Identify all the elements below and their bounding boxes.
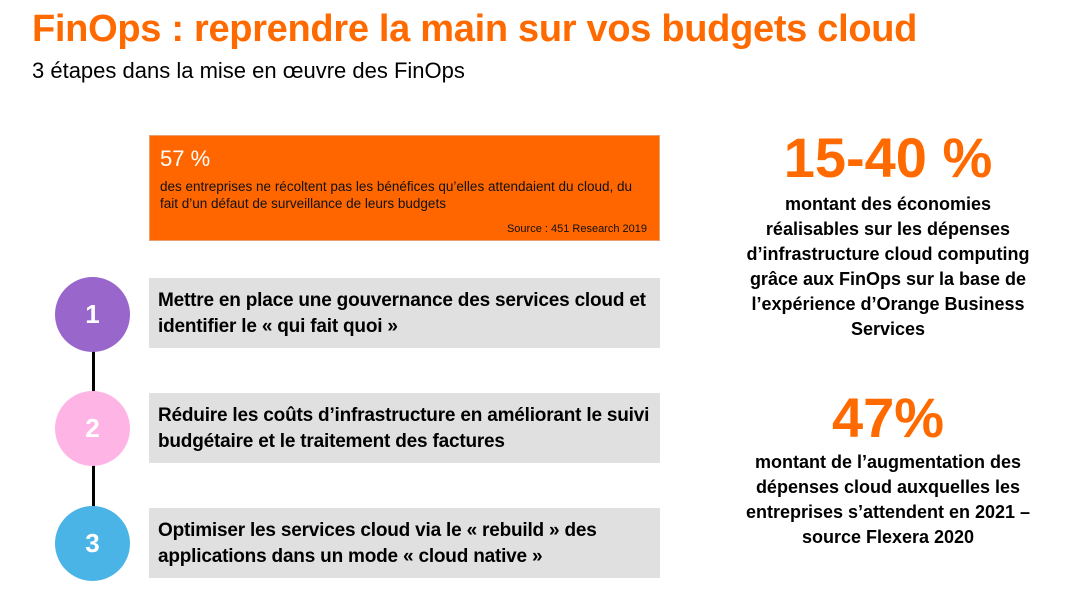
highlight-value: 57 % (160, 146, 211, 171)
step-number-circle: 1 (55, 277, 130, 352)
timeline-connector (92, 455, 95, 515)
highlight-description: des entreprises ne récoltent pas les bén… (160, 179, 633, 211)
slide-subtitle: 3 étapes dans la mise en œuvre des FinOp… (32, 58, 465, 83)
step-box: Mettre en place une gouvernance des serv… (149, 278, 660, 348)
highlight-box: 57 % des entreprises ne récoltent pas le… (149, 135, 660, 241)
step-number-circle: 3 (55, 506, 130, 581)
stat-block: 47% montant de l’augmentation des dépens… (740, 388, 1036, 550)
step-box: Optimiser les services cloud via le « re… (149, 508, 660, 578)
slide-title: FinOps : reprendre la main sur vos budge… (32, 8, 918, 50)
timeline-connector (92, 340, 95, 400)
step-box: Réduire les coûts d’infrastructure en am… (149, 393, 660, 463)
step-number-circle: 2 (55, 391, 130, 466)
stat-value: 47% (831, 386, 945, 449)
stat-text: montant des économies réalisables sur le… (746, 194, 1030, 339)
stat-text: montant de l’augmentation des dépenses c… (745, 452, 1031, 547)
stat-value: 15-40 % (783, 126, 993, 189)
highlight-source: Source : 451 Research 2019 (506, 223, 647, 235)
stat-block: 15-40 % montant des économies réalisable… (740, 128, 1036, 342)
